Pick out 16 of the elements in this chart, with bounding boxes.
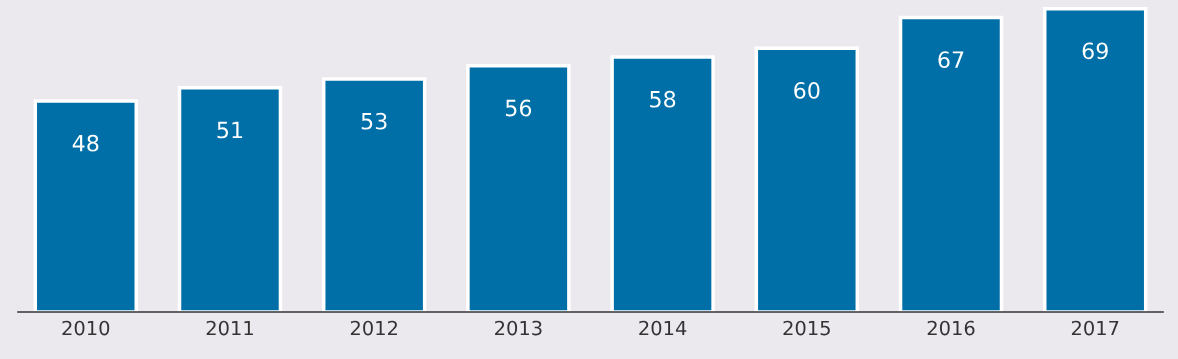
data-label: 69 [1082,42,1108,60]
data-label: 48 [72,134,99,152]
data-label: 60 [794,82,820,99]
x-tick-label: 2014 [639,320,687,336]
x-tick-label: 2013 [495,320,542,336]
data-label: 53 [361,112,387,130]
x-tick-label: 2012 [350,320,397,336]
x-tick-label: 2017 [1071,320,1119,336]
data-label: 58 [650,90,676,108]
x-tick-label: 2010 [62,320,110,336]
x-tick-label: 2016 [927,320,975,336]
x-tick-label: 2015 [783,320,830,336]
data-label: 56 [505,99,532,117]
data-label: 67 [938,51,964,69]
x-tick-label: 2011 [206,320,253,336]
data-label: 51 [217,121,243,139]
